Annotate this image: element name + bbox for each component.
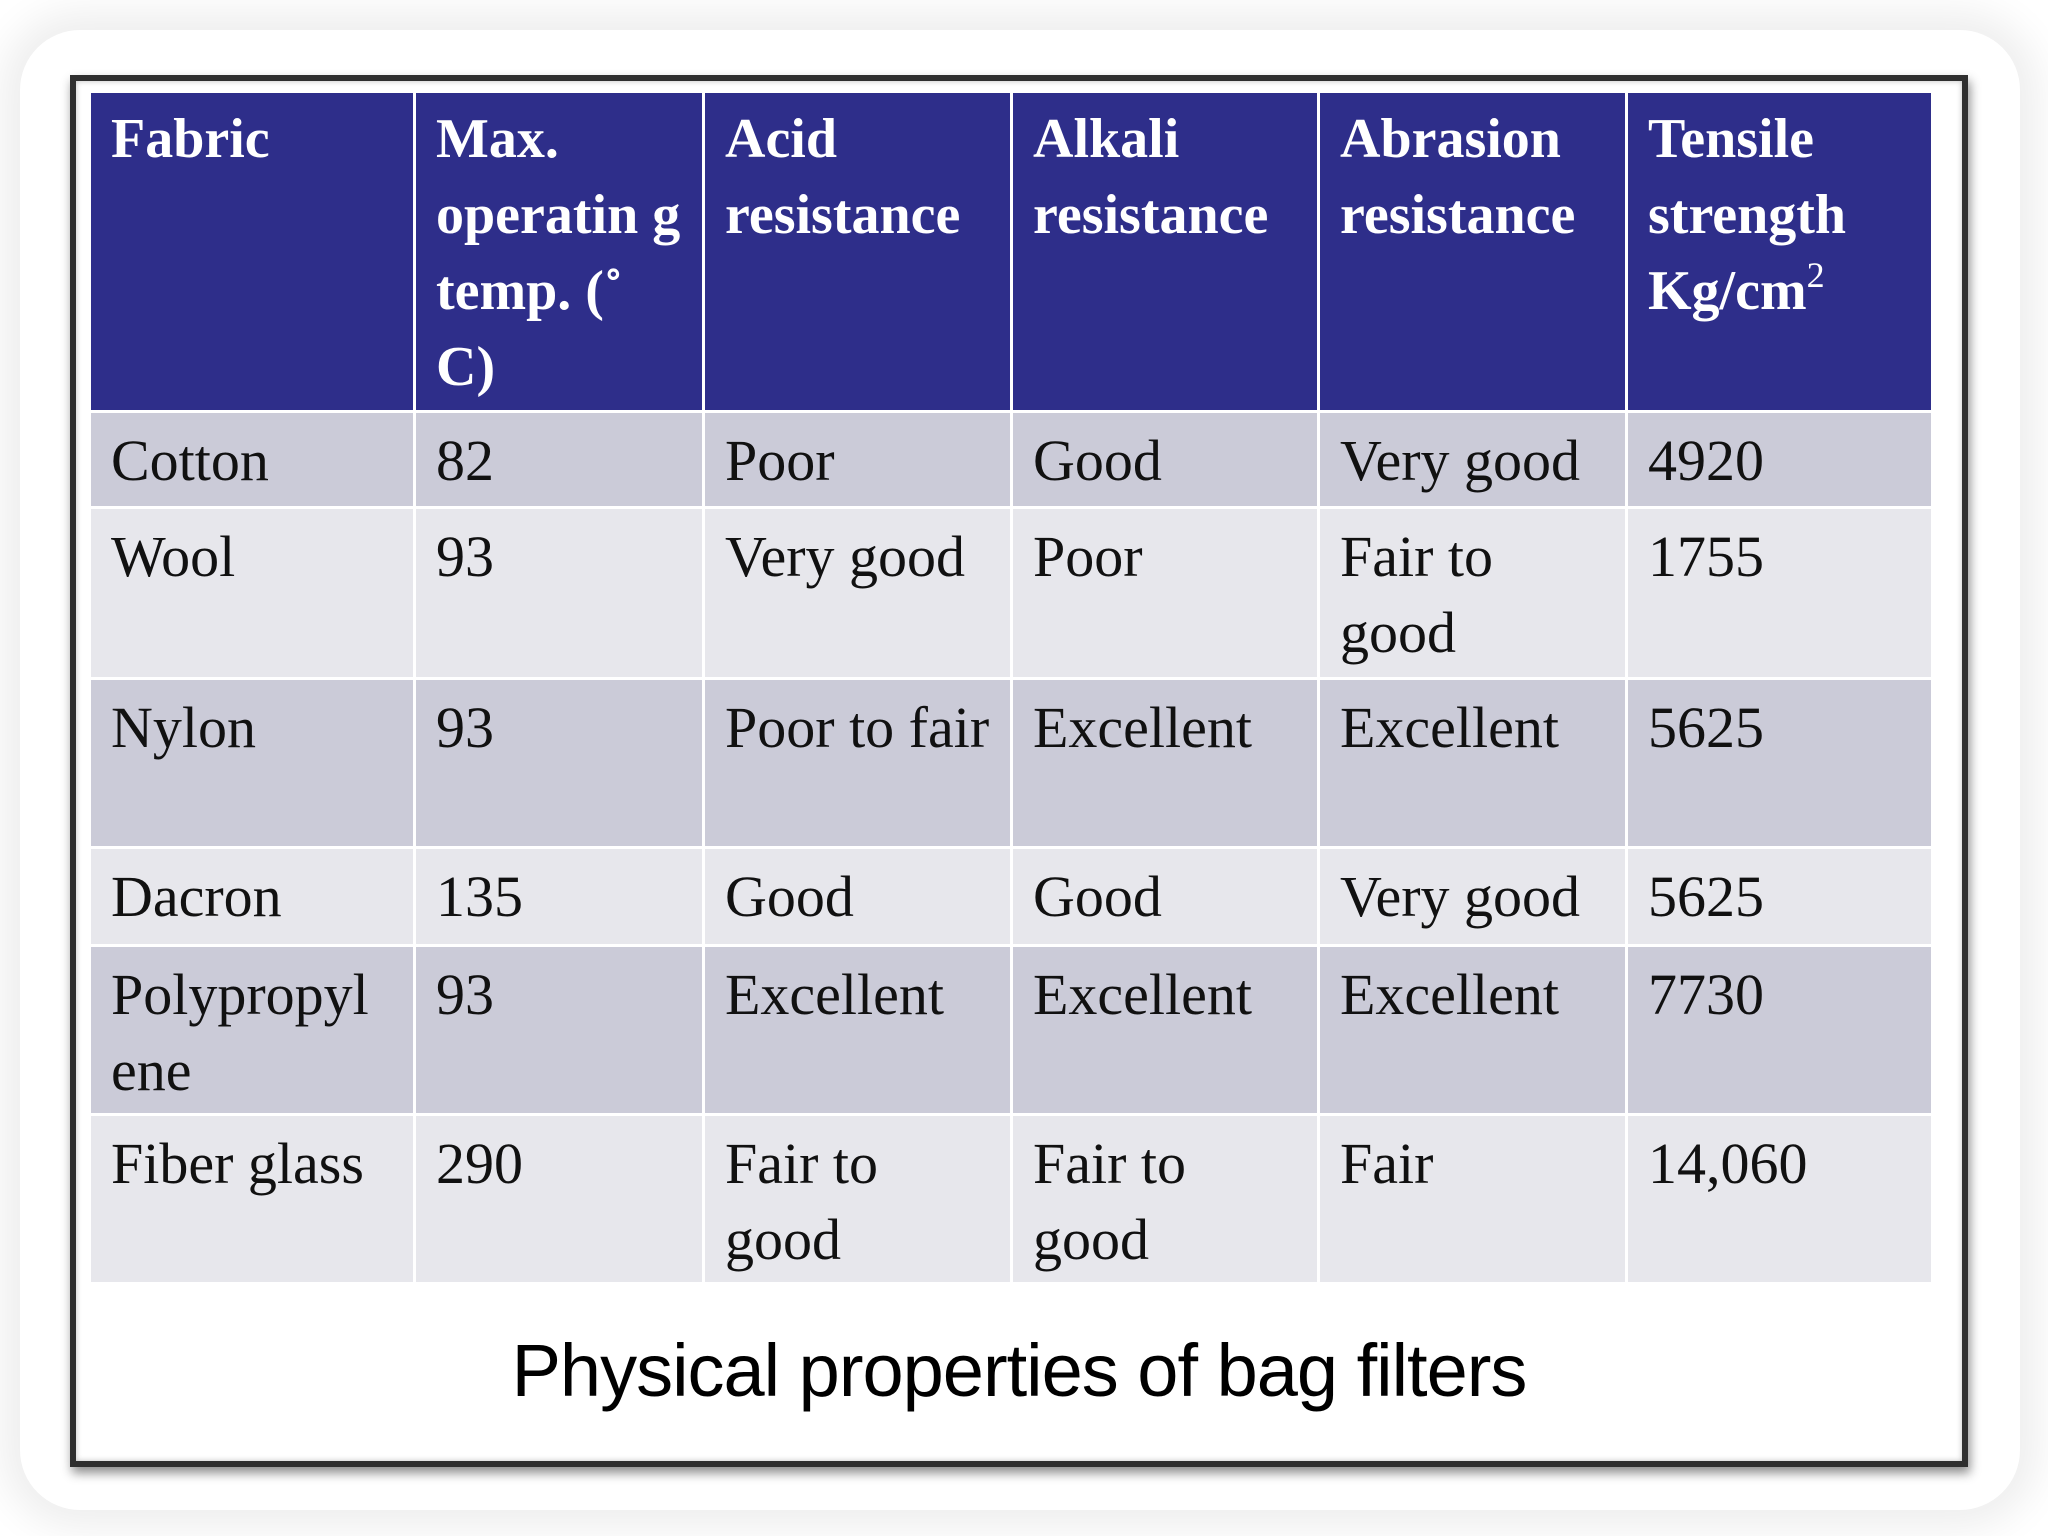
cell-acid: Good: [702, 846, 1013, 947]
table-header-row: Fabric Max. operatin g temp. (˚ C) Acid …: [88, 90, 1934, 413]
cell-tensile: 4920: [1625, 410, 1934, 509]
cell-acid: Very good: [702, 506, 1013, 680]
cell-alkali: Excellent: [1010, 944, 1320, 1116]
cell-alkali: Excellent: [1010, 677, 1320, 849]
cell-tensile: 7730: [1625, 944, 1934, 1116]
bag-filter-properties-table: Fabric Max. operatin g temp. (˚ C) Acid …: [88, 90, 1934, 1285]
table-row: Dacron 135 Good Good Very good 5625: [88, 846, 1934, 947]
cell-alkali: Poor: [1010, 506, 1320, 680]
cell-acid: Poor to fair: [702, 677, 1013, 849]
header-abrasion-resistance: Abrasion resistance: [1317, 90, 1628, 413]
table-caption: Physical properties of bag filters: [511, 1329, 1528, 1412]
cell-alkali: Fair to good: [1010, 1113, 1320, 1285]
cell-abrasion: Excellent: [1317, 677, 1628, 849]
cell-alkali: Good: [1010, 846, 1320, 947]
cell-acid: Poor: [702, 410, 1013, 509]
cell-fabric: Dacron: [88, 846, 416, 947]
cell-abrasion: Excellent: [1317, 944, 1628, 1116]
cell-alkali: Good: [1010, 410, 1320, 509]
header-alkali-resistance: Alkali resistance: [1010, 90, 1320, 413]
table-row: Fiber glass 290 Fair to good Fair to goo…: [88, 1113, 1934, 1285]
table-row: Cotton 82 Poor Good Very good 4920: [88, 410, 1934, 509]
table-row: Polypropyl ene 93 Excellent Excellent Ex…: [88, 944, 1934, 1116]
cell-tensile: 1755: [1625, 506, 1934, 680]
cell-abrasion: Fair to good: [1317, 506, 1628, 680]
cell-max-temp: 93: [413, 506, 705, 680]
cell-max-temp: 82: [413, 410, 705, 509]
cell-fabric: Fiber glass: [88, 1113, 416, 1285]
cell-fabric: Nylon: [88, 677, 416, 849]
cell-max-temp: 135: [413, 846, 705, 947]
cell-max-temp: 93: [413, 677, 705, 849]
cell-tensile: 5625: [1625, 677, 1934, 849]
header-tensile-label: Tensile strength Kg/cm: [1648, 108, 1847, 322]
header-tensile-superscript: 2: [1806, 255, 1825, 295]
cell-abrasion: Very good: [1317, 410, 1628, 509]
header-tensile-strength: Tensile strength Kg/cm2: [1625, 90, 1934, 413]
header-max-temp: Max. operatin g temp. (˚ C): [413, 90, 705, 413]
cell-acid: Excellent: [702, 944, 1013, 1116]
cell-abrasion: Very good: [1317, 846, 1628, 947]
cell-acid: Fair to good: [702, 1113, 1013, 1285]
table-row: Nylon 93 Poor to fair Excellent Excellen…: [88, 677, 1934, 849]
cell-max-temp: 290: [413, 1113, 705, 1285]
cell-tensile: 5625: [1625, 846, 1934, 947]
cell-abrasion: Fair: [1317, 1113, 1628, 1285]
cell-fabric: Cotton: [88, 410, 416, 509]
header-fabric: Fabric: [88, 90, 416, 413]
cell-max-temp: 93: [413, 944, 705, 1116]
cell-fabric: Wool: [88, 506, 416, 680]
cell-tensile: 14,060: [1625, 1113, 1934, 1285]
cell-fabric: Polypropyl ene: [88, 944, 416, 1116]
header-acid-resistance: Acid resistance: [702, 90, 1013, 413]
table-row: Wool 93 Very good Poor Fair to good 1755: [88, 506, 1934, 680]
